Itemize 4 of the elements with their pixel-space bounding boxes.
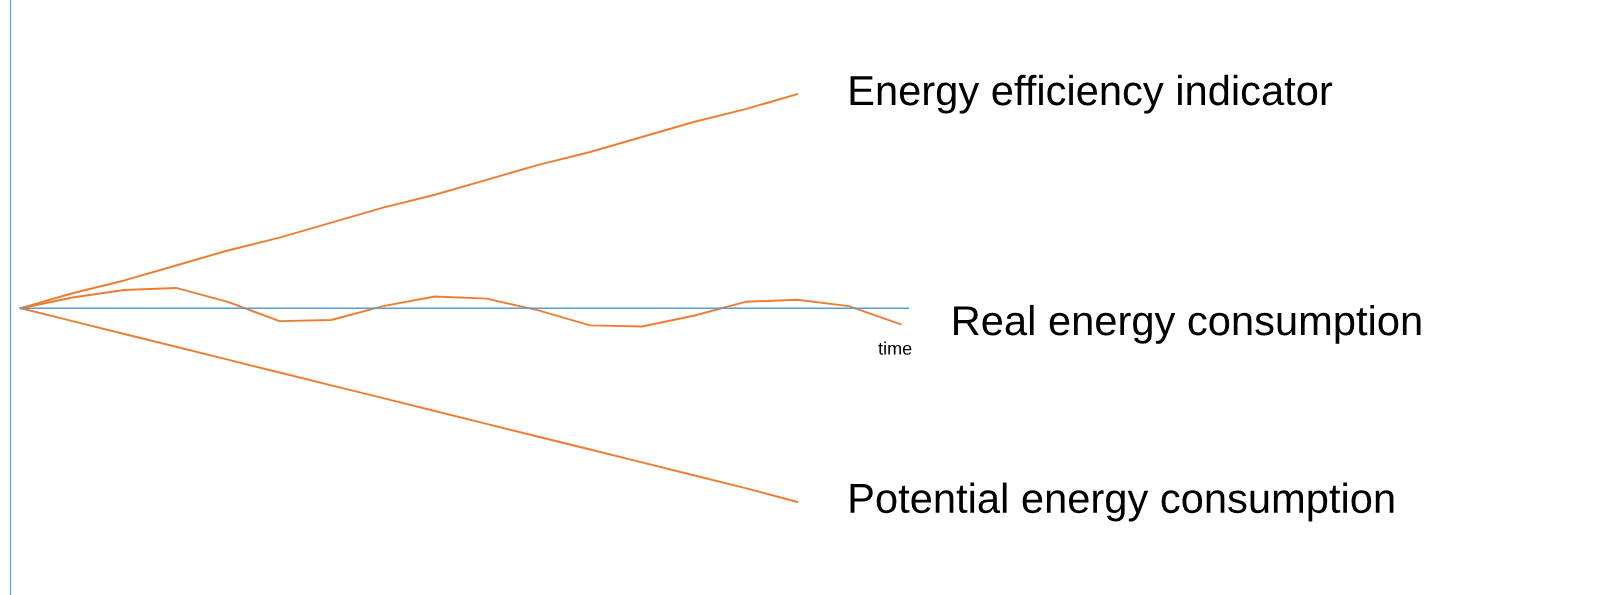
series-label: Potential energy consumption <box>850 482 1394 522</box>
series-label: Energy efficiency indicator <box>850 74 1333 114</box>
series-label: Real energy consumption <box>954 304 1421 344</box>
x-axis-title: time <box>878 341 912 355</box>
